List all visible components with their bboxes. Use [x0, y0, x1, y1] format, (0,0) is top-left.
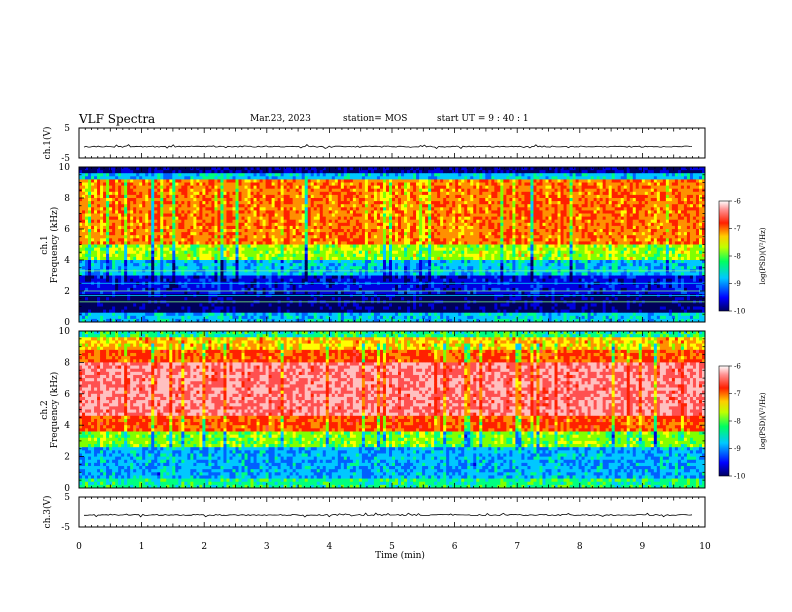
ch2-colorbar-label: log(PSD)(V²/Hz): [759, 392, 767, 449]
colorbar-tick-label: -7: [734, 225, 741, 233]
ch1-colorbar-label: log(PSD)(V²/Hz): [759, 227, 767, 284]
frequency-tick-label: 10: [59, 163, 71, 173]
ch2-colorbar-ticks: -6 -7 -8 -9 -10: [729, 363, 745, 481]
ch1-colorbar: [718, 200, 730, 312]
ch1-colorbar-ticks: -6 -7 -8 -9 -10: [729, 198, 745, 316]
ch1-spectrogram-image: [79, 167, 705, 322]
start-time: start UT = 9 : 40 : 1: [437, 114, 529, 124]
time-tick-label: 9: [640, 542, 646, 552]
ch3-waveform-ylabel: ch.3(V): [42, 496, 53, 529]
frequency-tick-label: 0: [64, 484, 70, 494]
time-axis-label: Time (min): [375, 550, 425, 561]
ch1-waveform-trace: [83, 144, 693, 150]
frequency-tick-label: 6: [64, 390, 70, 400]
colorbar-tick-label: -8: [734, 418, 741, 426]
frequency-tick-label: 2: [64, 287, 70, 297]
frequency-tick-label: 4: [64, 256, 70, 266]
ch1-ytick-top: 5: [64, 124, 70, 134]
ch1-spectrogram-yticks: 0 2 4 6 8 10: [59, 163, 71, 328]
ch1-ylabel-frequency: Frequency (kHz): [49, 207, 60, 284]
axis-ticks: [78, 128, 706, 527]
time-tick-label: 4: [327, 542, 333, 552]
colorbar-tick-label: -6: [734, 363, 741, 371]
colorbar-tick-label: -10: [734, 473, 745, 481]
frequency-tick-label: 8: [64, 194, 70, 204]
time-tick-label: 3: [264, 542, 270, 552]
ch2-ylabel-frequency: Frequency (kHz): [49, 372, 60, 449]
ch1-ytick-bottom: -5: [61, 154, 70, 164]
ch2-spectrogram-image: [79, 331, 705, 488]
ch2-spectrogram-yticks: 0 2 4 6 8 10: [59, 327, 71, 494]
time-tick-label: 5: [389, 542, 395, 552]
colorbar-tick-label: -9: [734, 445, 741, 453]
time-tick-label: 10: [699, 542, 711, 552]
observation-date: Mar.23, 2023: [250, 114, 311, 124]
ch3-ytick-top: 5: [64, 493, 70, 503]
time-tick-label: 6: [452, 542, 458, 552]
time-axis-ticklabels: 0 1 2 3 4 5 6 7 8 9 10: [76, 542, 711, 552]
ch2-colorbar: [718, 365, 730, 477]
figure-title: VLF Spectra: [79, 112, 155, 126]
ch1-ylabel-channel: ch.1: [40, 235, 50, 254]
time-tick-label: 7: [514, 542, 520, 552]
colorbar-tick-label: -10: [734, 308, 745, 316]
colorbar-tick-label: -7: [734, 390, 741, 398]
frequency-tick-label: 0: [64, 318, 70, 328]
frequency-tick-label: 4: [64, 421, 70, 431]
frequency-tick-label: 6: [64, 225, 70, 235]
colorbar-tick-label: -9: [734, 280, 741, 288]
colorbar-tick-label: -6: [734, 198, 741, 206]
ch3-ytick-bottom: -5: [61, 523, 70, 533]
station-name: station= MOS: [343, 114, 407, 124]
frequency-tick-label: 2: [64, 453, 70, 463]
frequency-tick-label: 10: [59, 327, 71, 337]
ch3-waveform-trace: [84, 512, 693, 518]
colorbar-tick-label: -8: [734, 253, 741, 261]
time-tick-label: 2: [201, 542, 207, 552]
ch1-waveform-ylabel: ch.1(V): [42, 127, 53, 160]
time-tick-label: 1: [139, 542, 145, 552]
frequency-tick-label: 8: [64, 358, 70, 368]
ch2-ylabel-channel: ch.2: [40, 400, 50, 419]
time-tick-label: 0: [76, 542, 82, 552]
time-tick-label: 8: [577, 542, 583, 552]
